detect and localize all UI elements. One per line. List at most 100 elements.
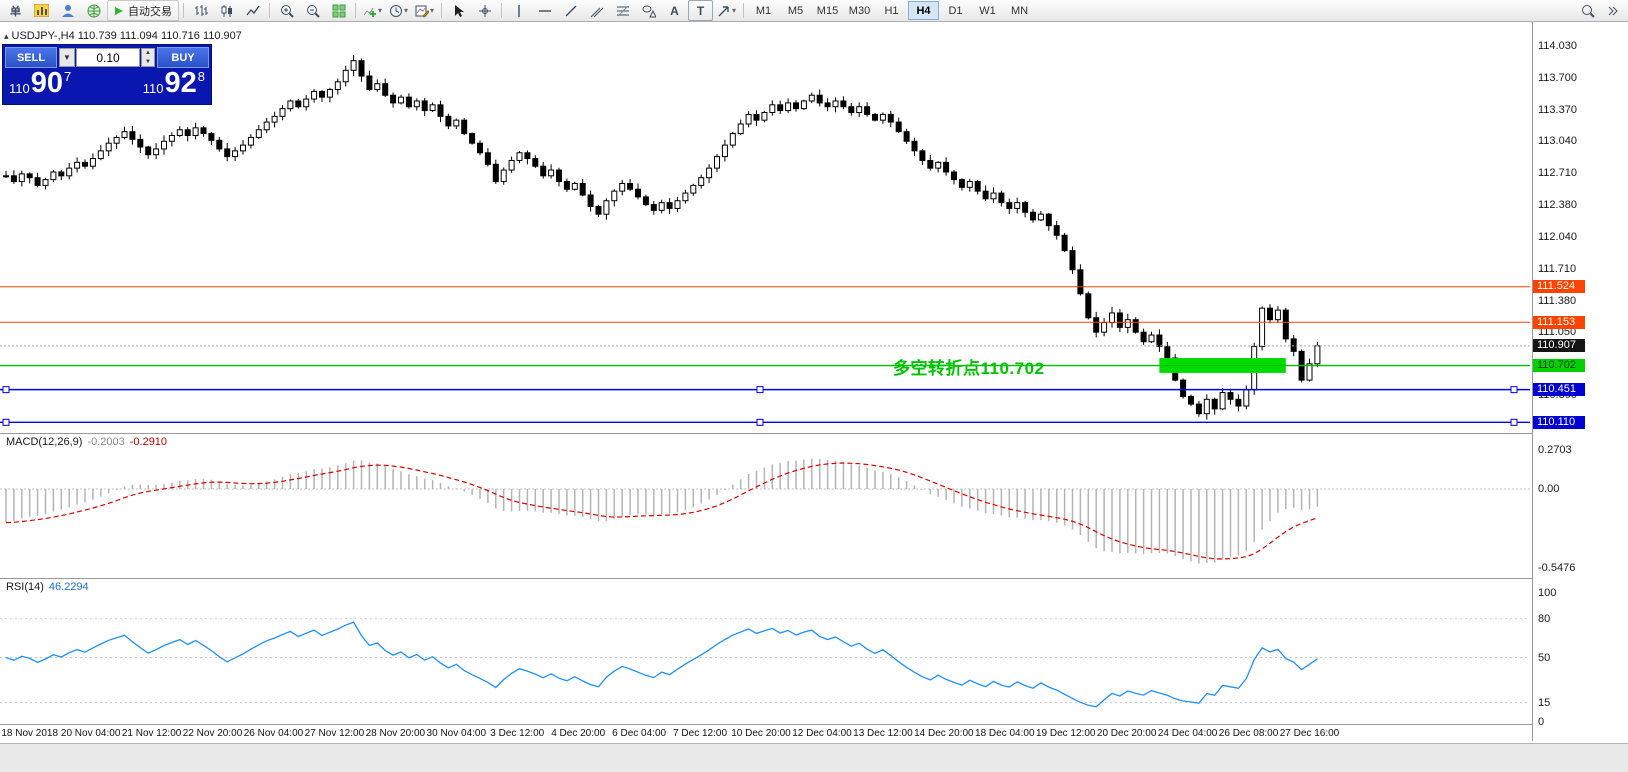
rsi-axis-tick: 50: [1538, 651, 1551, 664]
trendline-tool-icon[interactable]: [558, 0, 583, 21]
timeframe-mn[interactable]: MN: [1010, 4, 1029, 17]
channel-tool-icon[interactable]: [584, 0, 609, 21]
price-badge: 111.153: [1533, 315, 1585, 329]
buy-price[interactable]: 110 92 8: [143, 69, 205, 98]
price-axis-tick: 113.040: [1538, 135, 1577, 148]
horizontal-line-tool-icon[interactable]: [532, 0, 557, 21]
time-axis-label: 28 Nov 20:00: [365, 728, 426, 739]
time-axis-label: 20 Dec 20:00: [1096, 728, 1157, 739]
timeframe-h4[interactable]: H4: [908, 1, 939, 20]
rsi-pane-separator[interactable]: [0, 578, 1532, 579]
timeframe-m15[interactable]: M15: [816, 4, 839, 17]
new-order-button[interactable]: 单: [10, 5, 21, 18]
time-axis-separator: [0, 724, 1532, 725]
crosshair-icon[interactable]: [472, 0, 497, 21]
panel-collapse-icon[interactable]: ▴: [4, 30, 9, 41]
symbol-ohlc-text: USDJPY-,H4 110.739 111.094 110.716 110.9…: [11, 30, 242, 42]
buy-price-sup: 8: [197, 69, 205, 84]
text-label-tool-icon[interactable]: T: [688, 0, 713, 21]
time-axis-label: 4 Dec 20:00: [551, 728, 606, 739]
time-axis-label: 26 Nov 04:00: [243, 728, 304, 739]
bar-chart-icon[interactable]: [188, 0, 213, 21]
ohlc-readout: ▴ USDJPY-,H4 110.739 111.094 110.716 110…: [4, 30, 242, 42]
buy-price-prefix: 110: [142, 81, 164, 96]
toolbar-separator: [269, 3, 270, 18]
horizontal-line-objects[interactable]: [0, 286, 1530, 426]
macd-axis-tick: 0.00: [1538, 482, 1560, 495]
sell-button[interactable]: SELL: [5, 47, 57, 68]
indicators-icon[interactable]: [360, 0, 385, 21]
autotrading-label: 自动交易: [128, 5, 172, 18]
volume-dropdown-icon[interactable]: ▼: [59, 48, 75, 67]
cursor-icon[interactable]: [446, 0, 471, 21]
price-axis-tick: 114.030: [1538, 40, 1577, 53]
timeframe-h1[interactable]: H1: [884, 4, 899, 17]
toolbar-separator: [501, 3, 502, 18]
text-tool-icon[interactable]: A: [670, 3, 679, 18]
tile-windows-icon[interactable]: [326, 0, 351, 21]
new-chart-icon[interactable]: [29, 0, 54, 21]
sell-price-sup: 7: [64, 69, 72, 84]
time-axis-label: 27 Nov 12:00: [304, 728, 365, 739]
macd-pane-separator[interactable]: [0, 433, 1532, 434]
time-axis-label: 10 Dec 20:00: [731, 728, 791, 739]
timeframe-group: M1 M5 M15 M30 H1 H4 D1 W1 MN: [748, 1, 1035, 20]
macd-axis-tick: -0.5476: [1538, 562, 1576, 574]
price-badge: 110.451: [1533, 383, 1585, 397]
price-axis-tick: 112.380: [1538, 198, 1577, 211]
price-axis-tick: 111.380: [1538, 294, 1577, 307]
volume-spinner[interactable]: ▲ ▼: [141, 48, 155, 67]
toolbar-separator: [743, 3, 744, 18]
price-axis-tick: 112.040: [1538, 231, 1577, 244]
market-watch-icon[interactable]: [81, 0, 106, 21]
templates-icon[interactable]: [412, 0, 437, 21]
volume-field[interactable]: 0.10: [76, 48, 140, 67]
sell-price[interactable]: 110 90 7: [9, 69, 71, 98]
shapes-tool-icon[interactable]: [636, 0, 661, 21]
rsi-indicator: [0, 618, 1530, 708]
spin-down-icon[interactable]: ▼: [145, 58, 151, 65]
periods-icon[interactable]: [386, 0, 411, 21]
time-axis-label: 6 Dec 04:00: [612, 728, 667, 739]
price-axis-tick: 113.700: [1538, 71, 1577, 84]
macd-main-value: -0.2003: [87, 436, 125, 448]
spin-up-icon[interactable]: ▲: [145, 50, 151, 57]
search-icon[interactable]: [1575, 0, 1600, 21]
vertical-line-tool-icon[interactable]: [506, 0, 531, 21]
chart-annotation[interactable]: 多空转折点110.702: [893, 359, 1045, 378]
fibonacci-tool-icon[interactable]: [610, 0, 635, 21]
rsi-value: 46.2294: [48, 581, 89, 593]
rsi-axis-tick: 100: [1538, 587, 1557, 599]
profiles-icon[interactable]: [55, 0, 80, 21]
timeframe-m30[interactable]: M30: [848, 4, 871, 17]
timeframe-m5[interactable]: M5: [787, 4, 804, 17]
price-axis-tick: 113.370: [1538, 103, 1577, 116]
time-axis-label: 26 Dec 08:00: [1218, 728, 1279, 739]
time-axis-label: 22 Nov 20:00: [182, 728, 243, 739]
one-click-trading-panel: SELL ▼ 0.10 ▲ ▼ BUY 110 90 7 110 92 8: [2, 44, 212, 105]
main-toolbar: 单 自动交易: [0, 0, 1628, 22]
zoom-in-icon[interactable]: [274, 0, 299, 21]
rsi-axis-tick: 80: [1538, 612, 1551, 625]
toolbar-overflow-icon[interactable]: [1600, 0, 1625, 21]
candlestick-chart-icon[interactable]: [214, 0, 239, 21]
time-axis-label: 20 Nov 04:00: [60, 728, 121, 739]
timeframe-w1[interactable]: W1: [979, 4, 996, 17]
time-axis-label: 18 Dec 04:00: [975, 728, 1035, 739]
toolbar-separator: [355, 3, 356, 18]
time-axis-label: 13 Dec 12:00: [853, 728, 913, 739]
line-chart-icon[interactable]: [240, 0, 265, 21]
time-axis-label: 21 Nov 12:00: [121, 728, 182, 739]
buy-button[interactable]: BUY: [157, 47, 209, 68]
macd-signal-value: -0.2910: [129, 436, 168, 448]
zoom-out-icon[interactable]: [300, 0, 325, 21]
price-axis-tick: 111.050: [1538, 326, 1577, 339]
arrows-tool-icon[interactable]: [714, 0, 739, 21]
macd-label: MACD(12,26,9) -0.2003 -0.2910: [4, 436, 170, 448]
timeframe-m1[interactable]: M1: [755, 4, 772, 17]
autotrading-button[interactable]: 自动交易: [107, 0, 179, 21]
time-axis-label: 24 Dec 04:00: [1157, 728, 1218, 739]
time-axis-label: 27 Dec 16:00: [1279, 728, 1340, 739]
timeframe-d1[interactable]: D1: [948, 4, 963, 17]
